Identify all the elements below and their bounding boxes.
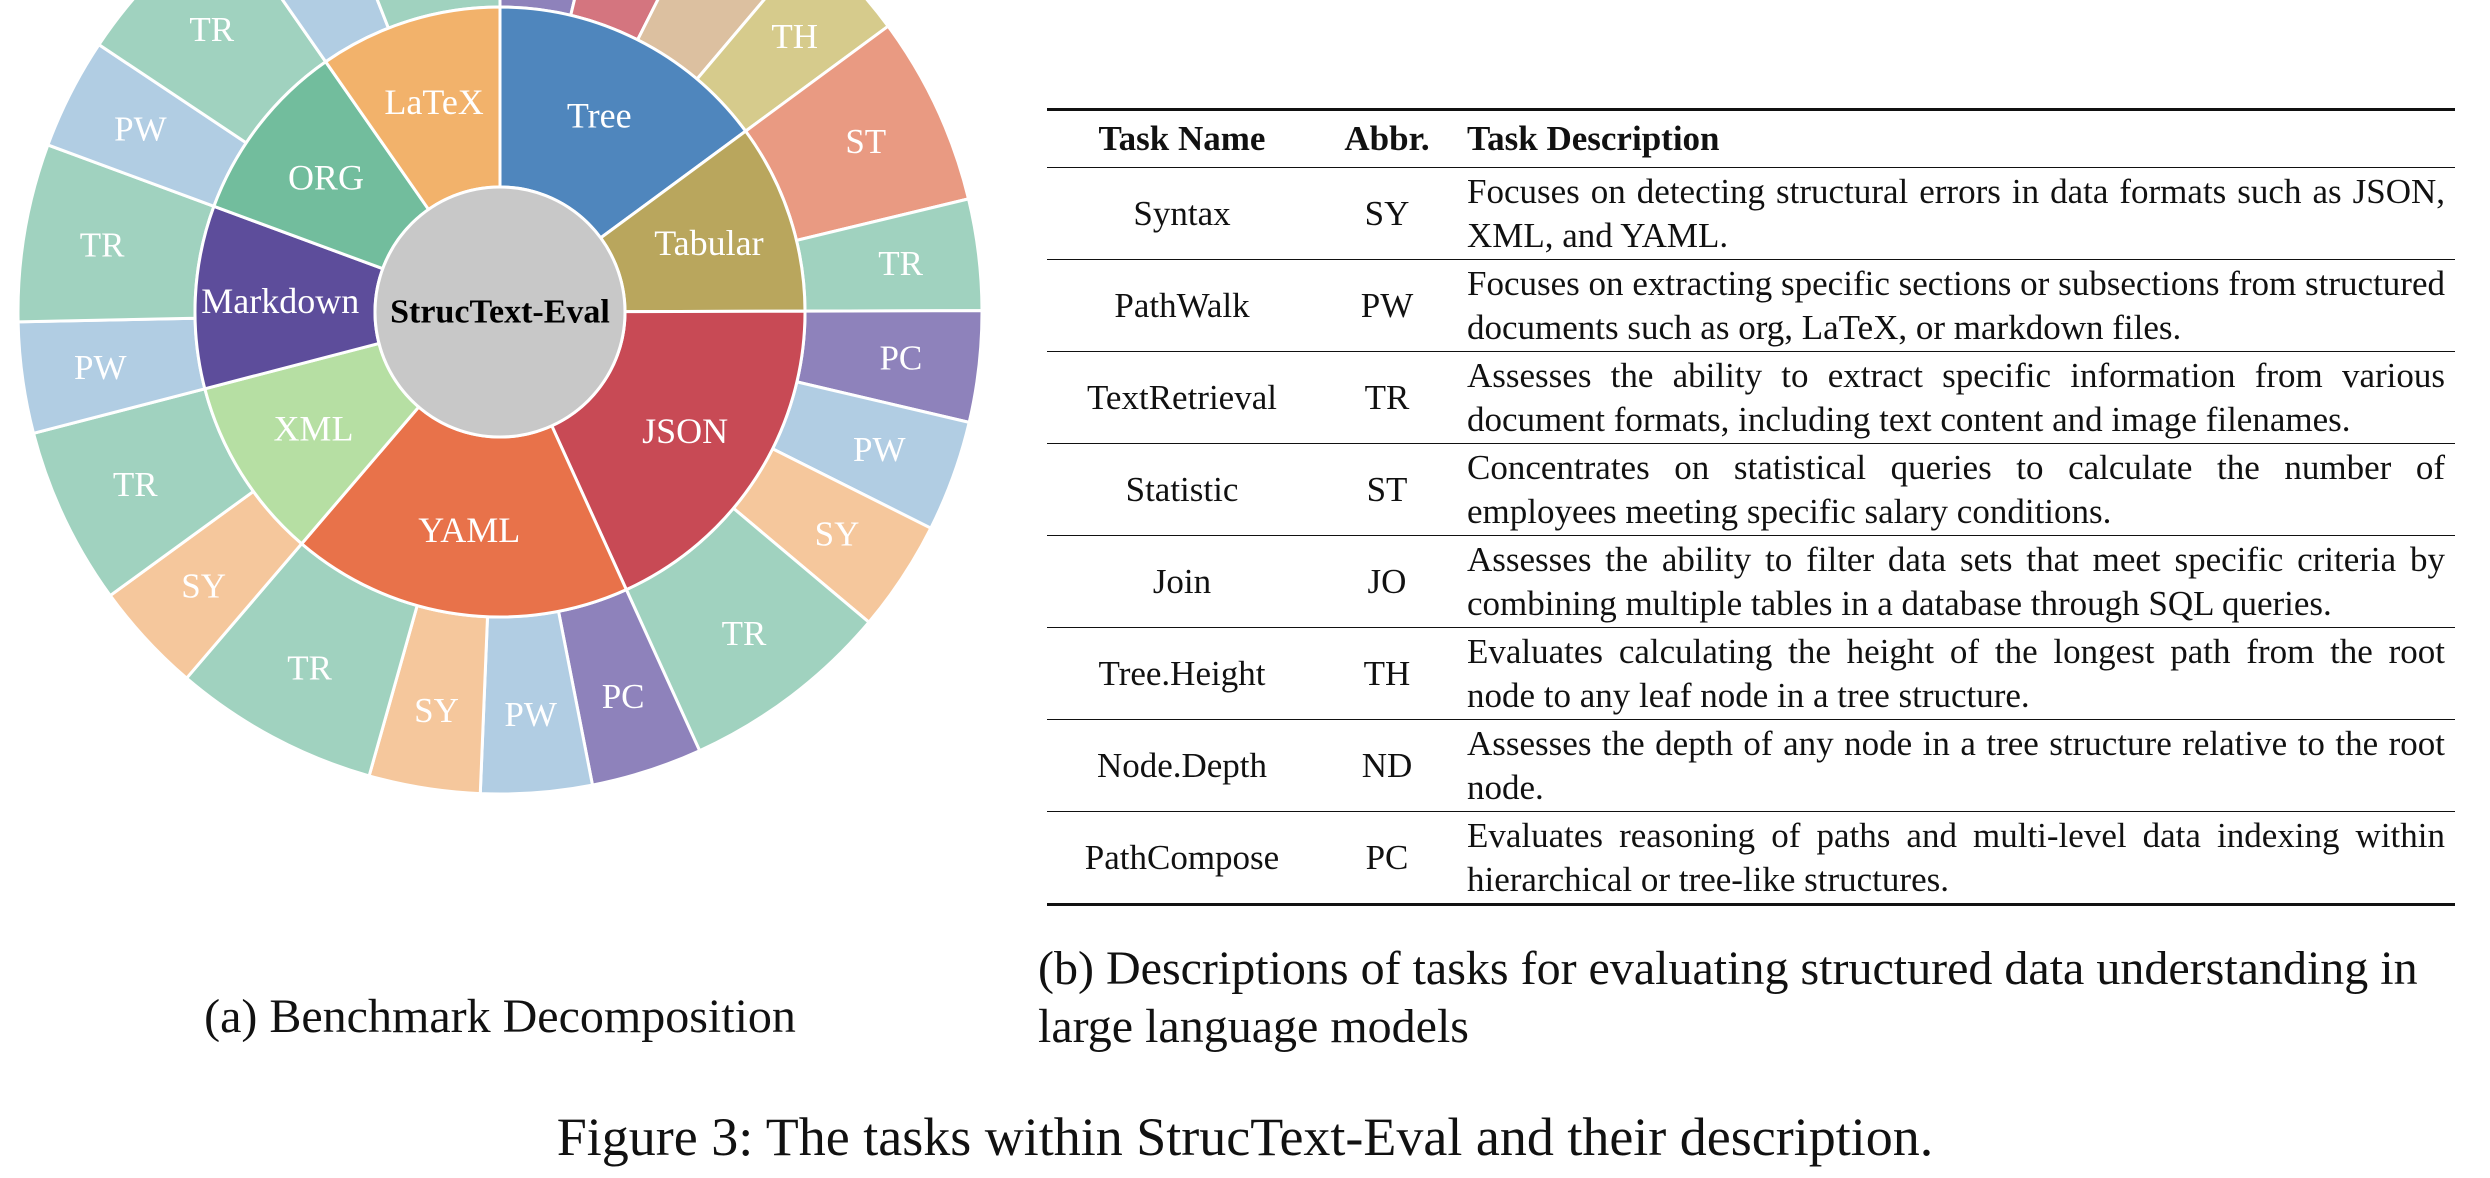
outer-label-tree-th: TH <box>771 17 818 56</box>
subfigure-a-caption: (a) Benchmark Decomposition <box>204 990 796 1043</box>
outer-label-xml-tr: TR <box>113 465 158 504</box>
inner-label-tree: Tree <box>567 96 632 136</box>
center-label: StrucText-Eval <box>390 294 610 331</box>
outer-label-xml-sy: SY <box>181 566 226 605</box>
outer-label-org-pw: PW <box>114 109 167 148</box>
outer-label-yaml-tr: TR <box>287 648 332 687</box>
outer-label-json-pw: PW <box>853 430 906 469</box>
outer-label-markdown-tr: TR <box>80 226 125 265</box>
outer-label-tabular-st: ST <box>845 122 886 161</box>
task-name-cell: Statistic <box>1047 443 1317 536</box>
outer-label-yaml-pw: PW <box>504 695 557 734</box>
task-abbr-cell: TR <box>1317 351 1457 444</box>
table-row: Syntax SY Focuses on detecting structura… <box>1047 167 2455 260</box>
outer-label-yaml-pc: PC <box>602 677 645 716</box>
task-abbr-cell: SY <box>1317 167 1457 260</box>
header-task-name: Task Name <box>1047 109 1317 168</box>
task-name-cell: Syntax <box>1047 167 1317 260</box>
center-disc <box>373 185 627 439</box>
table-row: Node.Depth ND Assesses the depth of any … <box>1047 719 2455 812</box>
task-desc-cell: Assesses the depth of any node in a tree… <box>1457 719 2455 812</box>
task-name-cell: PathWalk <box>1047 259 1317 352</box>
table-row: PathCompose PC Evaluates reasoning of pa… <box>1047 812 2455 905</box>
table-row: TextRetrieval TR Assesses the ability to… <box>1047 351 2455 444</box>
task-desc-cell: Concentrates on statistical queries to c… <box>1457 443 2455 536</box>
table-row: Join JO Assesses the ability to filter d… <box>1047 535 2455 628</box>
task-description-table: Task Name Abbr. Task Description Syntax … <box>1047 108 2455 906</box>
header-abbr: Abbr. <box>1317 109 1457 168</box>
task-name-cell: PathCompose <box>1084 837 1280 877</box>
table-header-row: Task Name Abbr. Task Description <box>1047 109 2455 168</box>
task-abbr-cell: PW <box>1317 259 1457 352</box>
outer-label-yaml-sy: SY <box>414 691 459 730</box>
task-abbr-cell: TH <box>1317 627 1457 720</box>
task-desc-cell: Assesses the ability to extract specific… <box>1457 351 2455 444</box>
task-desc-cell: Evaluates calculating the height of the … <box>1457 627 2455 720</box>
task-abbr-cell: JO <box>1317 535 1457 628</box>
outer-label-markdown-pw: PW <box>74 348 127 387</box>
inner-label-xml: XML <box>273 409 353 449</box>
inner-label-tabular: Tabular <box>654 223 763 263</box>
outer-label-json-pc: PC <box>879 338 922 377</box>
figure-caption: Figure 3: The tasks within StrucText-Eva… <box>556 1107 1934 1167</box>
task-abbr-cell: PC <box>1365 837 1409 877</box>
inner-label-org: ORG <box>288 157 364 197</box>
outer-label-json-tr: TR <box>722 614 767 653</box>
task-name-cell: TextRetrieval <box>1047 351 1317 444</box>
outer-label-org-tr: TR <box>189 10 234 49</box>
table-row: Tree.Height TH Evaluates calculating the… <box>1047 627 2455 720</box>
inner-label-latex: LaTeX <box>384 82 483 122</box>
task-abbr-cell: ST <box>1317 443 1457 536</box>
inner-label-markdown: Markdown <box>201 281 359 321</box>
benchmark-sunburst-chart: PCNDJOTHTreeSTTRTabularPCPWSYTRJSONPCPWS… <box>16 0 984 796</box>
task-name-cell: Node.Depth <box>1047 719 1317 812</box>
outer-label-json-sy: SY <box>815 514 860 553</box>
subfigure-b-caption: (b) Descriptions of tasks for evaluating… <box>1038 942 2418 1053</box>
table-row: Statistic ST Concentrates on statistical… <box>1047 443 2455 536</box>
task-desc-cell: Focuses on extracting specific sections … <box>1457 259 2455 352</box>
inner-label-json: JSON <box>642 411 728 451</box>
task-desc-cell: Focuses on detecting structural errors i… <box>1457 167 2455 260</box>
task-desc-cell: Evaluates reasoning of paths and multi-l… <box>1467 815 2445 899</box>
task-name-cell: Join <box>1047 535 1317 628</box>
task-abbr-cell: ND <box>1317 719 1457 812</box>
task-name-cell: Tree.Height <box>1047 627 1317 720</box>
task-desc-cell: Assesses the ability to filter data sets… <box>1457 535 2455 628</box>
header-task-description: Task Description <box>1457 109 2455 168</box>
inner-label-yaml: YAML <box>418 510 520 550</box>
table-row: PathWalk PW Focuses on extracting specif… <box>1047 259 2455 352</box>
outer-label-tabular-tr: TR <box>878 244 923 283</box>
